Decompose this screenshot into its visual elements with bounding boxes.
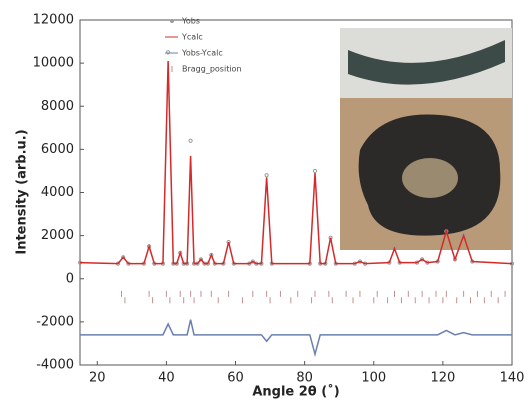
obs-point [264, 173, 269, 178]
legend-marker [170, 19, 174, 23]
obs-point [121, 255, 126, 260]
y-tick-label: 8000 [41, 99, 74, 114]
y-tick-label: 6000 [41, 142, 74, 157]
series-line [80, 319, 512, 358]
x-axis-label: Angle 2θ (˚) [252, 384, 339, 400]
obs-point [312, 168, 318, 174]
y-axis-label: Intensity (arb.u.) [15, 129, 30, 254]
y-tick-label: 10000 [33, 56, 74, 71]
x-tick-label: 60 [227, 371, 244, 386]
obs-point [250, 259, 255, 264]
y-tick-label: 0 [66, 271, 74, 286]
photo-fragment [348, 40, 505, 85]
x-tick-label: 40 [158, 371, 175, 386]
x-tick-label: 120 [430, 371, 455, 386]
obs-point [420, 257, 425, 262]
y-tick-label: 12000 [33, 13, 74, 28]
x-tick-label: 80 [296, 371, 313, 386]
obs-point [166, 50, 171, 55]
legend-label: Yobs [181, 17, 200, 26]
x-tick-label: 140 [500, 371, 525, 386]
x-tick-label: 20 [89, 371, 106, 386]
legend-label: Yobs-Ycalc [181, 49, 223, 58]
photo-hole [402, 158, 458, 198]
obs-point [188, 138, 193, 143]
legend-label: Ycalc [181, 33, 203, 42]
photo-inset [340, 28, 512, 250]
y-tick-label: 4000 [41, 185, 74, 200]
legend-label: Bragg_position [182, 65, 242, 74]
y-tick-label: -4000 [36, 358, 74, 373]
y-tick-label: 2000 [41, 228, 74, 243]
x-tick-label: 100 [361, 371, 386, 386]
y-tick-label: -2000 [36, 314, 74, 329]
series-line [79, 60, 513, 265]
obs-point [198, 257, 204, 262]
